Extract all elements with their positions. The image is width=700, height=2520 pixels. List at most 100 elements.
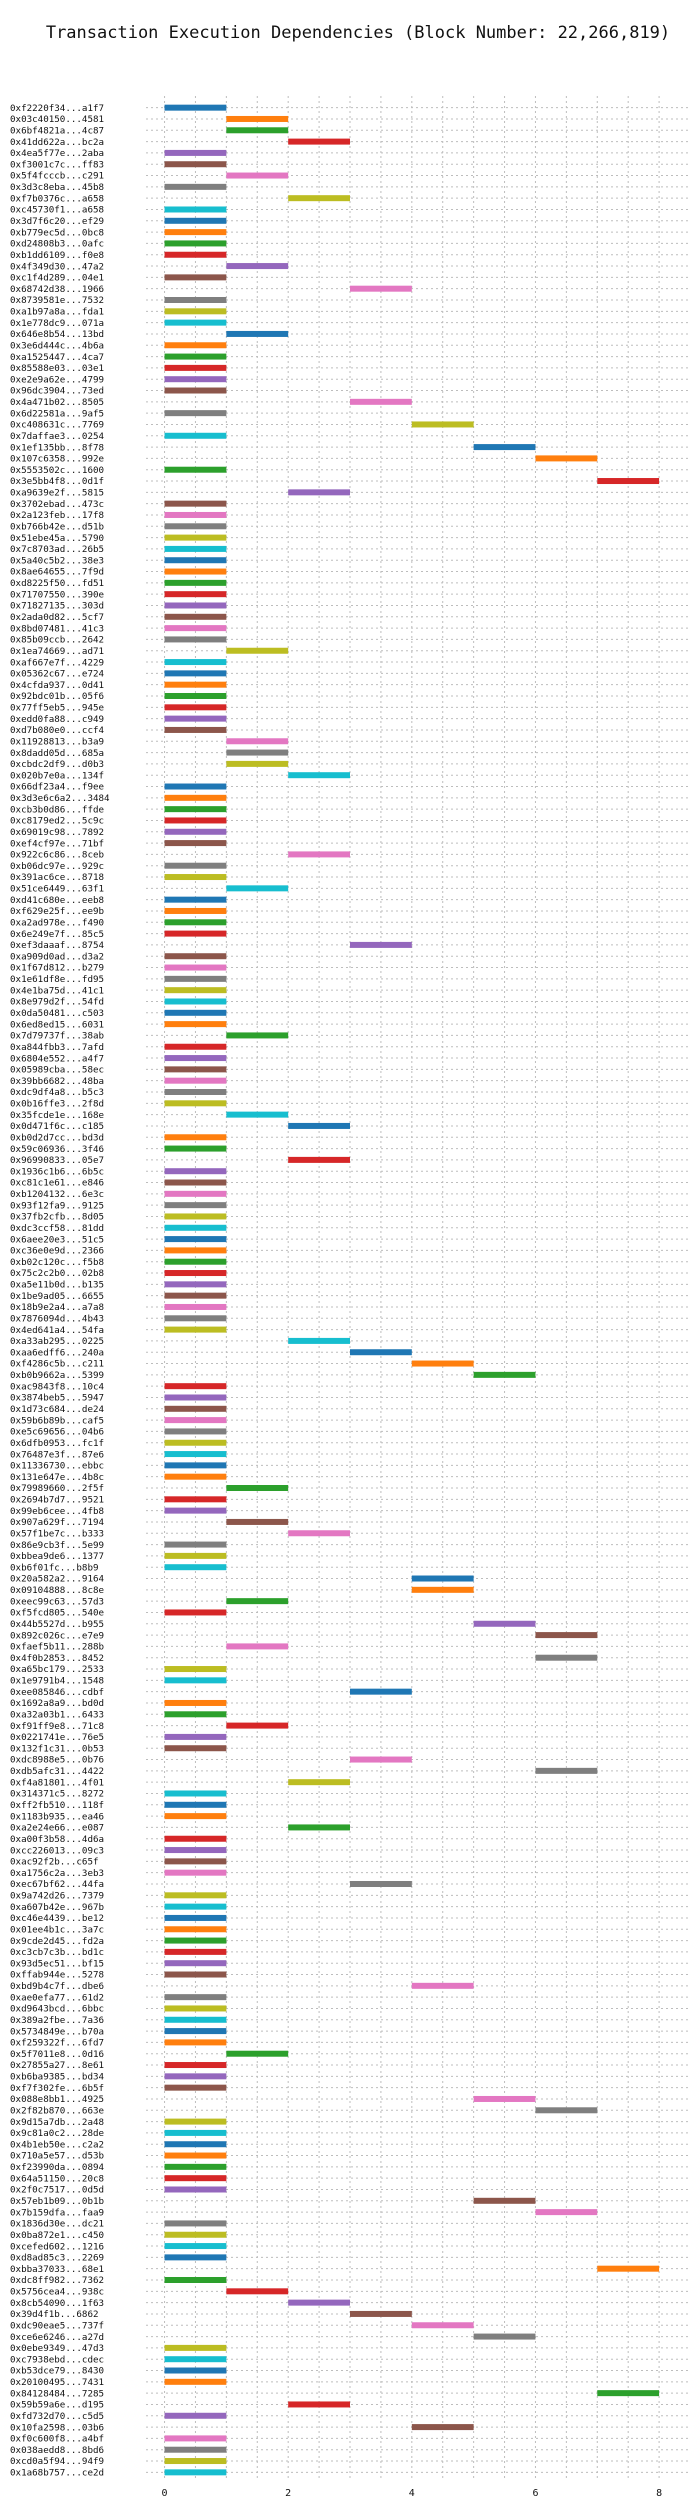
transaction-label: 0x57f1be7c...b333 xyxy=(10,1528,104,1539)
transaction-label: 0xa607b42e...967b xyxy=(10,1902,104,1913)
transaction-label: 0xeec99c63...57d3 xyxy=(10,1596,104,1607)
transaction-label: 0xfaef5b11...288b xyxy=(10,1642,104,1653)
transaction-bar xyxy=(226,330,289,337)
transaction-label: 0x5f7011e8...0d16 xyxy=(10,2049,104,2060)
transaction-label: 0x131e647e...4b8c xyxy=(10,1472,104,1483)
transaction-bar xyxy=(411,1586,474,1593)
transaction-label: 0x2a123feb...17f8 xyxy=(10,510,104,521)
transaction-label: 0xa00f3b58...4d6a xyxy=(10,1834,104,1845)
transaction-bar xyxy=(164,1190,227,1197)
transaction-bar xyxy=(164,2231,227,2238)
transaction-label: 0x391ac6ce...8718 xyxy=(10,872,104,883)
transaction-bar xyxy=(164,2186,227,2193)
transaction-bar xyxy=(164,410,227,417)
transaction-bar xyxy=(164,613,227,620)
transaction-bar xyxy=(288,851,350,858)
transaction-bar xyxy=(164,1236,227,1243)
transaction-label: 0xb06dc97e...929c xyxy=(10,861,104,872)
transaction-bar xyxy=(226,1518,289,1525)
transaction-bar xyxy=(535,1767,598,1774)
transaction-bar xyxy=(226,2288,289,2295)
transaction-label: 0x8cb54090...1f63 xyxy=(10,2298,104,2309)
transaction-bar xyxy=(164,1383,227,1390)
transaction-label: 0x93f12fa9...9125 xyxy=(10,1200,104,1211)
x-tick-label: 4 xyxy=(409,2488,415,2499)
grid xyxy=(146,96,690,2478)
transaction-bar xyxy=(164,1507,227,1514)
transaction-bar xyxy=(164,2175,227,2182)
transaction-bar xyxy=(164,1948,227,1955)
transaction-bar xyxy=(164,240,227,247)
transaction-label: 0xcefed602...1216 xyxy=(10,2241,104,2252)
transaction-label: 0x6ed8ed15...6031 xyxy=(10,1019,104,1030)
transaction-bar xyxy=(164,874,227,881)
transaction-label: 0x389a2fbe...7a36 xyxy=(10,2015,104,2026)
transaction-bar xyxy=(164,964,227,971)
transaction-label: 0x01ee4b1c...3a7c xyxy=(10,1924,104,1935)
transaction-label: 0x4f0b2853...8452 xyxy=(10,1653,104,1664)
transaction-label: 0x3d3c8eba...45b8 xyxy=(10,182,104,193)
transaction-label: 0xc1f4d289...04e1 xyxy=(10,273,104,284)
transaction-bar xyxy=(164,387,227,394)
transaction-label: 0x0b16ffe3...2f8d xyxy=(10,1099,104,1110)
transaction-bar xyxy=(288,2299,350,2306)
transaction-label: 0x020b7e0a...134f xyxy=(10,770,104,781)
transaction-bar xyxy=(164,1711,227,1718)
transaction-label: 0xd9643bcd...6bbc xyxy=(10,2004,104,2015)
transaction-bar xyxy=(164,1417,227,1424)
transaction-label: 0x1936c1b6...6b5c xyxy=(10,1166,104,1177)
transaction-label: 0x37fb2cfb...8d05 xyxy=(10,1212,104,1223)
transaction-label: 0x7c8703ad...26b5 xyxy=(10,544,104,555)
transaction-bar xyxy=(473,1620,536,1627)
transaction-bar xyxy=(288,195,350,202)
transaction-bar xyxy=(226,749,289,756)
transaction-label: 0x0ba872e1...c450 xyxy=(10,2230,104,2241)
transaction-label: 0xc7938ebd...cdec xyxy=(10,2354,104,2365)
transaction-label: 0xf4a81801...4f01 xyxy=(10,1777,104,1788)
transaction-bar xyxy=(411,1575,474,1582)
transaction-label: 0x2ada0d82...5cf7 xyxy=(10,612,104,623)
transaction-label: 0x2f82b870...663e xyxy=(10,2105,104,2116)
transaction-bar xyxy=(164,579,227,586)
transaction-label: 0x44b5527d...b955 xyxy=(10,1619,104,1630)
transaction-bar xyxy=(164,183,227,190)
transaction-label: 0x0d471f6c...c185 xyxy=(10,1121,104,1132)
transaction-label: 0x646e8b54...13bd xyxy=(10,329,104,340)
transaction-bar xyxy=(164,817,227,824)
transaction-label: 0x6e249e7f...85c5 xyxy=(10,929,104,940)
transaction-bar xyxy=(288,2401,350,2408)
transaction-label: 0x77ff5eb5...945e xyxy=(10,703,104,714)
transaction-label: 0xf629e25f...ee9b xyxy=(10,906,104,917)
transaction-bar xyxy=(226,1032,289,1039)
transaction-label: 0x3e6d444c...4b6a xyxy=(10,340,104,351)
transaction-label: 0xb02c120c...f5b8 xyxy=(10,1257,104,1268)
transaction-bar xyxy=(164,1428,227,1435)
transaction-label: 0x41dd622a...bc2a xyxy=(10,137,104,148)
transaction-bar xyxy=(164,1202,227,1209)
transaction-label: 0xf91ff9e8...71c8 xyxy=(10,1721,104,1732)
transaction-bar xyxy=(164,2367,227,2374)
transaction-bar xyxy=(164,2005,227,2012)
transaction-label: 0xd7b080e0...ccf4 xyxy=(10,725,105,736)
transaction-label: 0xa1525447...4ca7 xyxy=(10,352,104,363)
transaction-label: 0xf7b0376c...a658 xyxy=(10,193,104,204)
transaction-label: 0x59b6b89b...caf5 xyxy=(10,1415,104,1426)
transaction-label: 0xb766b42e...d51b xyxy=(10,521,104,532)
transaction-label: 0x8dadd05d...685a xyxy=(10,748,104,759)
transaction-bar xyxy=(164,161,227,168)
transaction-label: 0x84128484...7285 xyxy=(10,2388,104,2399)
transaction-bar xyxy=(164,1258,227,1265)
transaction-label: 0x1ef135bb...8f78 xyxy=(10,442,104,453)
transaction-label: 0x99eb6cee...4fb8 xyxy=(10,1506,104,1517)
transaction-bar xyxy=(535,2107,598,2114)
transaction-bar xyxy=(164,376,227,383)
transaction-bar xyxy=(288,1779,350,1786)
transaction-label: 0xbd9b4c7f...dbe6 xyxy=(10,1981,104,1992)
transaction-label: 0x3e5bb4f8...0d1f xyxy=(10,476,104,487)
transaction-label: 0xa9639e2f...5815 xyxy=(10,488,104,499)
transaction-bar xyxy=(164,1564,227,1571)
transaction-bar xyxy=(164,1009,227,1016)
transaction-label: 0x7876094d...4b43 xyxy=(10,1313,104,1324)
transaction-bar xyxy=(164,1451,227,1458)
